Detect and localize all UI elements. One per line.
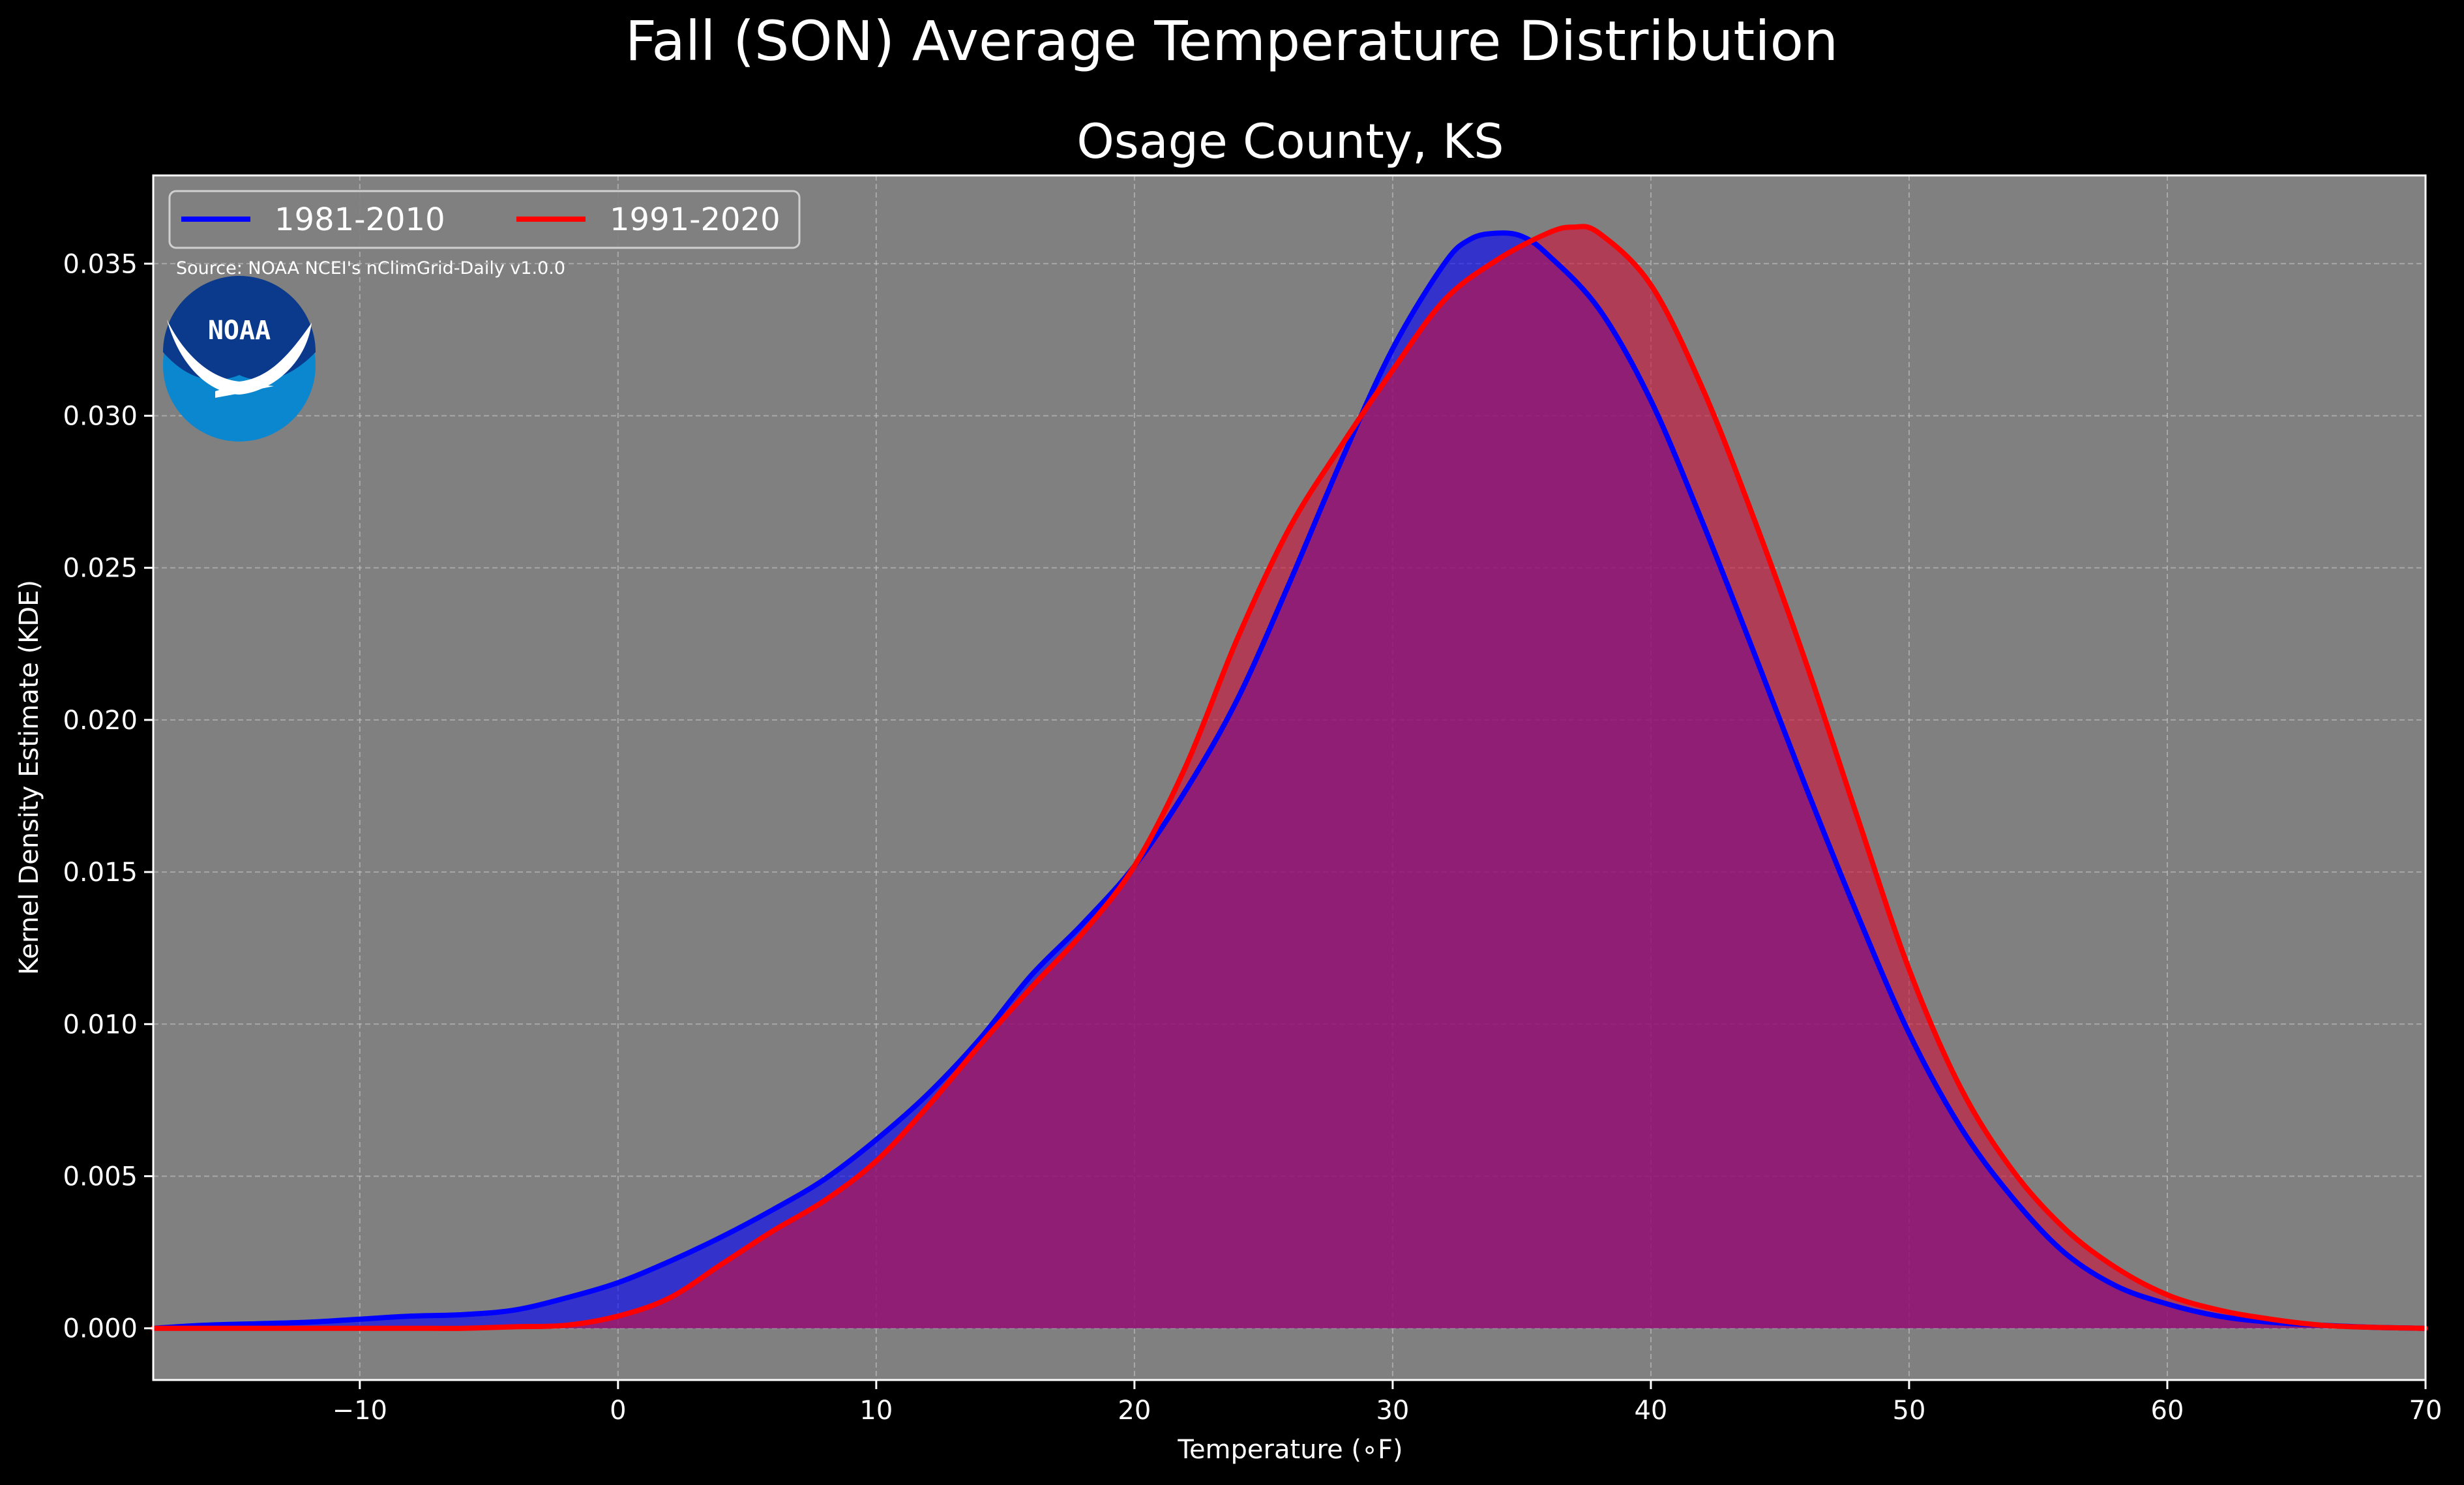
- plot-frame: [152, 174, 2427, 1381]
- source-annotation: Source: NOAA NCEI's nClimGrid-Daily v1.0…: [176, 258, 565, 278]
- legend: 1981-2010 1991-2020: [168, 190, 801, 249]
- x-tick-label: 10: [859, 1396, 893, 1426]
- x-tick-label: −10: [333, 1396, 387, 1426]
- chart-title: Fall (SON) Average Temperature Distribut…: [625, 9, 1838, 73]
- legend-label-1981-2010: 1981-2010: [275, 202, 445, 238]
- chart-subtitle: Osage County, KS: [1076, 114, 1504, 170]
- x-tick-label: 30: [1376, 1396, 1409, 1426]
- y-tick-label: 0.000: [63, 1314, 138, 1344]
- x-tick-label: 40: [1634, 1396, 1667, 1426]
- x-tick-label: 60: [2151, 1396, 2184, 1426]
- x-tick-label: 0: [610, 1396, 626, 1426]
- x-tick-label: 50: [1893, 1396, 1926, 1426]
- y-tick-label: 0.030: [63, 401, 138, 431]
- noaa-logo-wing-icon: [215, 385, 274, 398]
- density-line-1991-2020: [151, 224, 2428, 1331]
- noaa-logo-bird-icon: [167, 320, 312, 395]
- y-axis-label: Kernel Density Estimate (KDE): [14, 580, 44, 975]
- x-axis-label: Temperature (∘F): [1177, 1435, 1403, 1465]
- y-axis-ticks: 0.000 0.005 0.010 0.015 0.020 0.025 0.030 0.035: [63, 249, 153, 1344]
- noaa-logo-text: NOAA: [208, 316, 271, 346]
- noaa-logo-top-dome: [163, 276, 316, 380]
- density-line-1981-2010: [151, 230, 2428, 1331]
- x-axis-ticks: −10 0 10 20 30 40 50 60 70: [333, 1380, 2442, 1426]
- y-tick-label: 0.005: [63, 1162, 138, 1192]
- y-tick-label: 0.035: [63, 249, 138, 279]
- density-fill-1991-2020: [153, 226, 2426, 1328]
- y-tick-label: 0.015: [63, 858, 138, 888]
- x-tick-label: 70: [2409, 1396, 2442, 1426]
- density-lines: [151, 224, 2428, 1331]
- y-tick-label: 0.020: [63, 706, 138, 736]
- noaa-logo: NOAA: [163, 276, 316, 442]
- legend-box: [168, 190, 801, 249]
- y-tick-label: 0.025: [63, 554, 138, 584]
- legend-label-1991-2020: 1991-2020: [610, 202, 780, 238]
- density-fills: [153, 226, 2426, 1328]
- x-tick-label: 20: [1118, 1396, 1151, 1426]
- y-tick-label: 0.010: [63, 1010, 138, 1040]
